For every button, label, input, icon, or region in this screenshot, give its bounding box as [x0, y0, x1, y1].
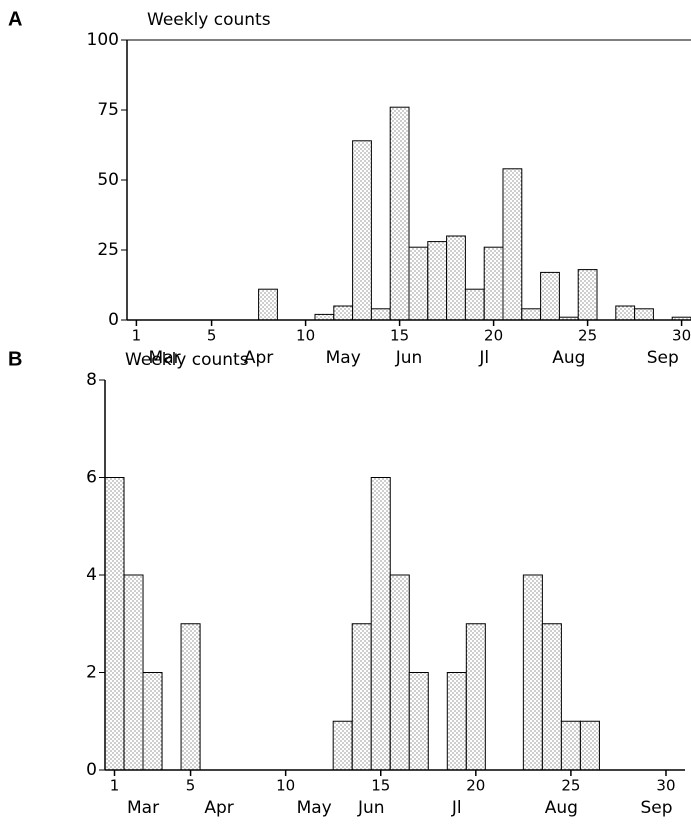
- bar: [446, 672, 467, 771]
- bar: [389, 574, 410, 771]
- x-tick-label: 20: [484, 327, 503, 345]
- x-tick-label: 20: [466, 777, 485, 795]
- panel-label: A: [8, 8, 22, 30]
- bar: [123, 574, 144, 771]
- bar: [332, 720, 353, 771]
- bar: [258, 288, 278, 321]
- y-tick-label: 8: [86, 370, 97, 390]
- x-tick-label: 30: [656, 777, 675, 795]
- y-tick-label: 0: [108, 310, 119, 330]
- bar: [540, 271, 560, 321]
- y-tick-label: 25: [97, 240, 119, 260]
- x-tick-label: 15: [390, 327, 409, 345]
- bar: [634, 308, 654, 321]
- bar: [351, 623, 372, 771]
- x-tick-label: 25: [578, 327, 597, 345]
- month-label: Aug: [545, 798, 578, 818]
- bar: [142, 672, 163, 771]
- bar: [483, 246, 504, 321]
- bar: [560, 720, 581, 771]
- x-tick-label: 10: [276, 777, 295, 795]
- bar: [104, 477, 125, 771]
- month-label: Mar: [149, 348, 181, 368]
- month-label: Jl: [478, 348, 489, 368]
- month-label: Jun: [395, 348, 423, 368]
- bar: [352, 140, 372, 321]
- y-tick-label: 75: [97, 100, 119, 120]
- bar: [579, 720, 600, 771]
- x-tick-label: 15: [371, 777, 390, 795]
- y-tick-label: 4: [86, 565, 97, 585]
- bar: [615, 305, 636, 321]
- y-tick-label: 6: [86, 468, 97, 488]
- x-tick-label: 25: [561, 777, 580, 795]
- bar: [521, 308, 542, 321]
- y-tick-label: 2: [86, 663, 97, 683]
- x-tick-label: 30: [672, 327, 691, 345]
- month-label: Jun: [357, 798, 385, 818]
- x-tick-label: 1: [110, 777, 120, 795]
- month-label: Jl: [451, 798, 462, 818]
- bar: [180, 623, 201, 771]
- bar: [446, 235, 466, 321]
- bar: [389, 106, 410, 321]
- bar: [577, 269, 598, 321]
- x-tick-label: 1: [132, 327, 142, 345]
- bar: [465, 623, 486, 771]
- bar: [464, 288, 485, 321]
- bar: [370, 477, 391, 771]
- bar: [314, 313, 335, 321]
- bar: [522, 574, 543, 771]
- x-tick-label: 10: [296, 327, 315, 345]
- month-label: Apr: [204, 798, 233, 818]
- y-axis-title: Weekly counts: [147, 10, 271, 30]
- y-tick-label: 0: [86, 760, 97, 780]
- y-tick-label: 100: [87, 30, 119, 50]
- month-label: May: [326, 348, 361, 368]
- month-label: Sep: [647, 348, 679, 368]
- x-tick-label: 5: [207, 327, 217, 345]
- y-tick-label: 50: [97, 170, 119, 190]
- bar: [370, 308, 391, 321]
- month-label: May: [297, 798, 332, 818]
- bar: [541, 623, 562, 771]
- x-tick-label: 5: [186, 777, 196, 795]
- month-label: Apr: [244, 348, 273, 368]
- month-label: Aug: [552, 348, 585, 368]
- y-axis-title: Weekly counts: [125, 350, 249, 370]
- bar: [502, 168, 523, 321]
- bar: [408, 246, 429, 321]
- bar: [333, 305, 354, 321]
- bar: [408, 672, 429, 771]
- bar: [427, 241, 448, 321]
- panel-label: B: [8, 348, 22, 370]
- month-label: Sep: [640, 798, 672, 818]
- month-label: Mar: [127, 798, 159, 818]
